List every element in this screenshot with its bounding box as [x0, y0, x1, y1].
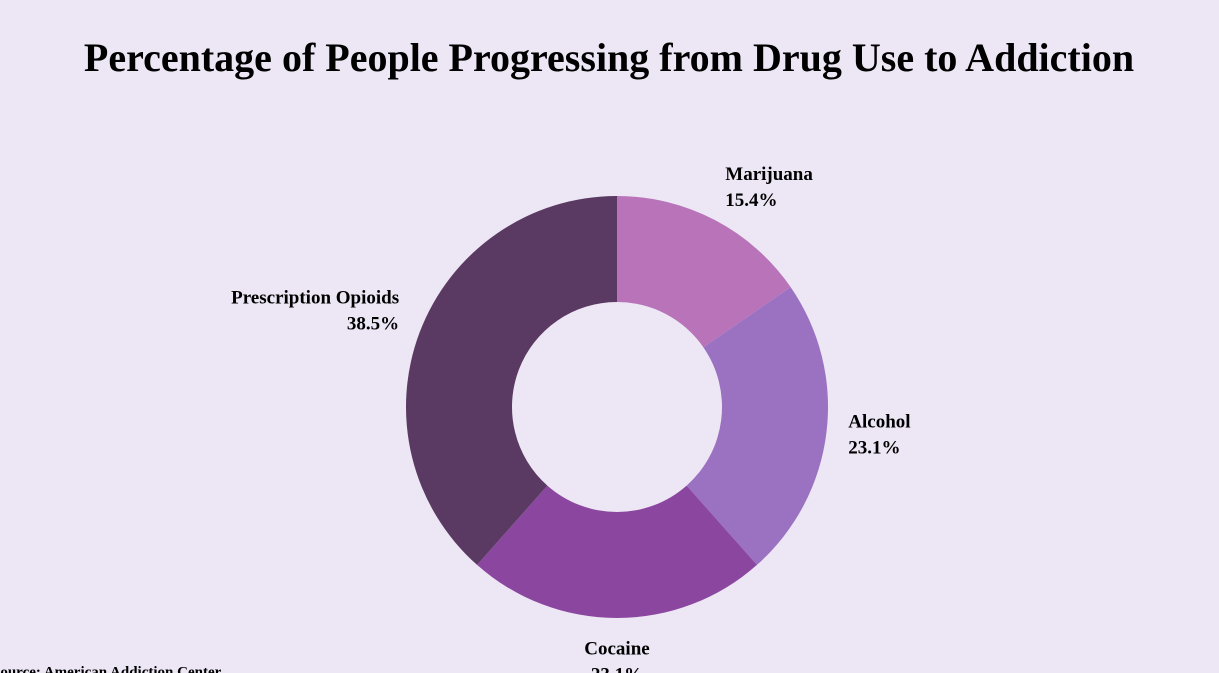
slice	[477, 485, 757, 618]
slice-label: Alcohol	[848, 411, 910, 432]
slice	[617, 196, 791, 348]
source: Source: American Addiction Center	[0, 664, 222, 673]
slice	[406, 196, 617, 565]
value-label: 15.4%	[725, 190, 777, 211]
slice-label: Cocaine	[584, 638, 649, 659]
slice	[686, 287, 829, 565]
value-label: 23.1%	[848, 437, 900, 458]
slice-label: Prescription Opioids	[231, 288, 399, 309]
chart-title: Percentage of People Progressing from Dr…	[84, 35, 1134, 80]
value-label: 23.1%	[591, 664, 643, 673]
value-label: 38.5%	[347, 314, 399, 335]
slice-label: Marijuana	[725, 164, 813, 185]
